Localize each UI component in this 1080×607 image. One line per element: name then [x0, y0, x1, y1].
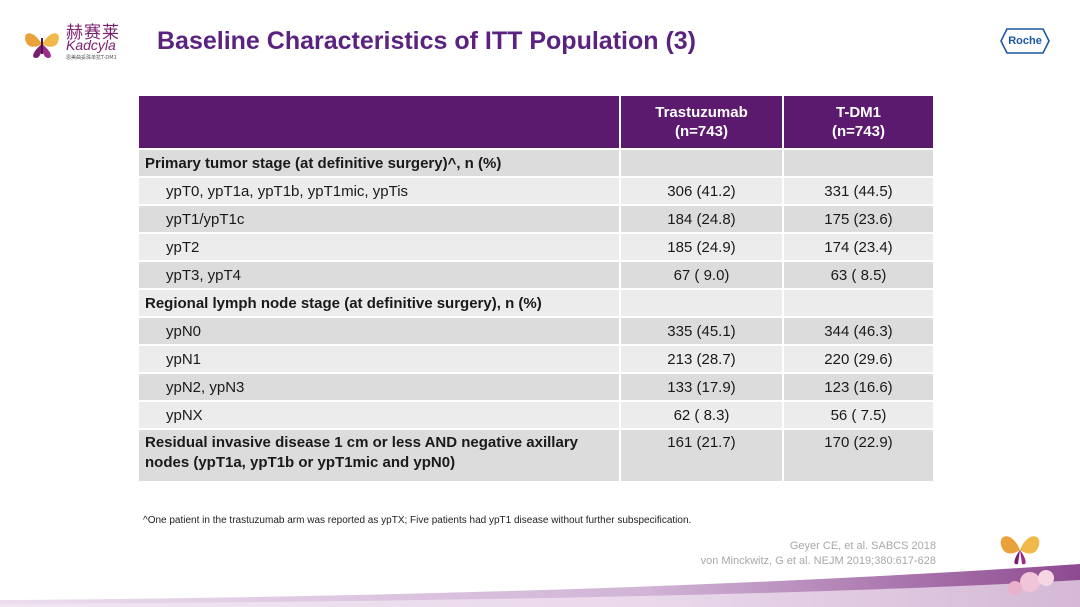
table-row: ypT0, ypT1a, ypT1b, ypT1mic, ypTis 306 (4… — [137, 176, 935, 206]
table-row: Regional lymph node stage (at definitive… — [137, 288, 935, 318]
row-label: ypN0 — [137, 316, 621, 346]
cell-trastuzumab: 62 ( 8.3) — [619, 400, 784, 430]
cell-tdm1: 220 (29.6) — [782, 344, 935, 374]
cell-tdm1: 123 (16.6) — [782, 372, 935, 402]
table-row: Residual invasive disease 1 cm or less A… — [137, 428, 935, 483]
cell-trastuzumab: 161 (21.7) — [619, 428, 784, 483]
cell-tdm1: 175 (23.6) — [782, 204, 935, 234]
footnote: ^One patient in the trastuzumab arm was … — [143, 515, 692, 526]
references: Geyer CE, et al. SABCS 2018 von Minckwit… — [701, 539, 936, 569]
roche-logo: Roche — [1000, 28, 1050, 54]
table-row: ypN0 335 (45.1) 344 (46.3) — [137, 316, 935, 346]
butterfly-icon — [25, 33, 59, 58]
cell-trastuzumab: 184 (24.8) — [619, 204, 784, 234]
cell-tdm1: 331 (44.5) — [782, 176, 935, 206]
row-label: ypT0, ypT1a, ypT1b, ypT1mic, ypTis — [137, 176, 621, 206]
section-label: Regional lymph node stage (at definitive… — [137, 288, 621, 318]
kadcyla-logo: 赫赛莱 Kadcyla 恩美曲妥珠单抗T-DM1 — [22, 18, 132, 66]
page-title: Baseline Characteristics of ITT Populati… — [157, 27, 697, 55]
table-header-row: Trastuzumab (n=743) T-DM1 (n=743) — [137, 94, 935, 150]
butterfly-flower-decoration — [1000, 536, 1054, 595]
table-row: ypT2 185 (24.9) 174 (23.4) — [137, 232, 935, 262]
header-characteristic — [137, 94, 621, 150]
header-trastuzumab-name: Trastuzumab — [655, 104, 748, 121]
row-label: ypT1/ypT1c — [137, 204, 621, 234]
cell-trastuzumab: 67 ( 9.0) — [619, 260, 784, 290]
cell-trastuzumab: 133 (17.9) — [619, 372, 784, 402]
table-row: ypNX 62 ( 8.3) 56 ( 7.5) — [137, 400, 935, 430]
cell-trastuzumab: 213 (28.7) — [619, 344, 784, 374]
logo-name-en: Kadcyla — [66, 37, 116, 53]
header-tdm1-name: T-DM1 — [836, 104, 881, 121]
cell-trastuzumab: 185 (24.9) — [619, 232, 784, 262]
baseline-table: Trastuzumab (n=743) T-DM1 (n=743) Primar… — [137, 94, 935, 483]
row-label: ypT2 — [137, 232, 621, 262]
table-row: ypN1 213 (28.7) 220 (29.6) — [137, 344, 935, 374]
row-label: ypT3, ypT4 — [137, 260, 621, 290]
decorative-wave — [0, 564, 1080, 607]
cell-tdm1 — [782, 148, 935, 178]
roche-hexagon-icon — [1000, 28, 1050, 54]
cell-tdm1: 63 ( 8.5) — [782, 260, 935, 290]
cell-tdm1: 56 ( 7.5) — [782, 400, 935, 430]
cell-tdm1: 170 (22.9) — [782, 428, 935, 483]
row-label: ypNX — [137, 400, 621, 430]
cell-tdm1: 344 (46.3) — [782, 316, 935, 346]
section-label: Residual invasive disease 1 cm or less A… — [137, 428, 621, 483]
row-label: ypN1 — [137, 344, 621, 374]
row-label: ypN2, ypN3 — [137, 372, 621, 402]
header-tdm1-n: (n=743) — [832, 123, 885, 140]
header-trastuzumab-n: (n=743) — [675, 123, 728, 140]
table-row: ypT3, ypT4 67 ( 9.0) 63 ( 8.5) — [137, 260, 935, 290]
cell-trastuzumab: 335 (45.1) — [619, 316, 784, 346]
cell-trastuzumab — [619, 288, 784, 318]
cell-tdm1 — [782, 288, 935, 318]
table-row: Primary tumor stage (at definitive surge… — [137, 148, 935, 178]
roche-label: Roche — [1008, 35, 1042, 47]
section-label: Primary tumor stage (at definitive surge… — [137, 148, 621, 178]
reference-1: Geyer CE, et al. SABCS 2018 — [789, 540, 936, 552]
cell-trastuzumab: 306 (41.2) — [619, 176, 784, 206]
cell-trastuzumab — [619, 148, 784, 178]
logo-tagline: 恩美曲妥珠单抗T-DM1 — [66, 55, 117, 61]
logo-name-cn: 赫赛莱 — [66, 23, 120, 43]
table-row: ypT1/ypT1c 184 (24.8) 175 (23.6) — [137, 204, 935, 234]
header-tdm1: T-DM1 (n=743) — [782, 94, 935, 150]
cell-tdm1: 174 (23.4) — [782, 232, 935, 262]
table-row: ypN2, ypN3 133 (17.9) 123 (16.6) — [137, 372, 935, 402]
reference-2: von Minckwitz, G et al. NEJM 2019;380:61… — [700, 555, 936, 567]
header-trastuzumab: Trastuzumab (n=743) — [619, 94, 784, 150]
